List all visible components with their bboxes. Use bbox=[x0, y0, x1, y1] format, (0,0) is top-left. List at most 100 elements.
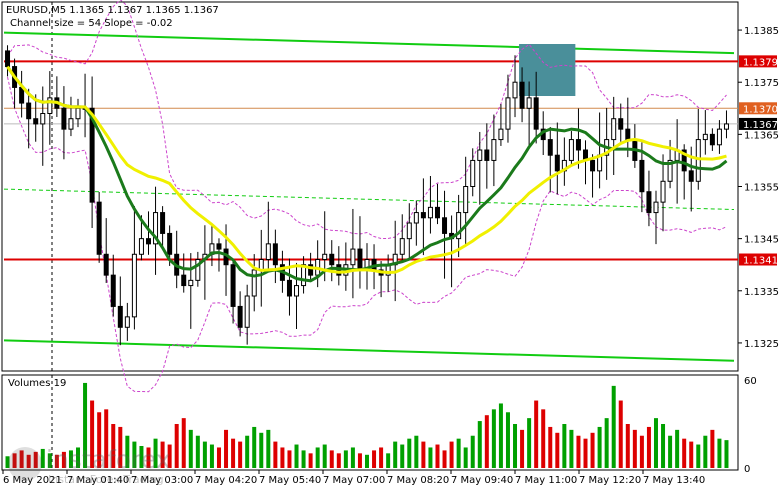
volume-bar bbox=[534, 400, 539, 468]
volume-bar bbox=[329, 450, 334, 468]
x-tick-label-0: 6 May 2021 bbox=[3, 475, 62, 486]
candle-body bbox=[322, 253, 328, 261]
volume-bar bbox=[19, 450, 24, 468]
volume-bar bbox=[259, 432, 264, 468]
candle-body bbox=[406, 222, 412, 240]
volume-bar bbox=[611, 385, 616, 468]
volume-bar bbox=[195, 435, 200, 468]
volume-bar bbox=[653, 418, 658, 468]
candle-body bbox=[456, 212, 462, 240]
volume-bar bbox=[315, 447, 320, 468]
volume-bar bbox=[125, 435, 130, 468]
volume-bar bbox=[12, 453, 17, 468]
candle-body bbox=[681, 149, 687, 172]
candle-body bbox=[265, 243, 271, 261]
volume-bar bbox=[414, 435, 419, 468]
x-tick-label-9: 7 May 12:20 bbox=[579, 475, 641, 486]
candle-body bbox=[181, 274, 187, 287]
candle-body bbox=[434, 206, 440, 219]
y-tick-label-0: 1.1385 bbox=[744, 26, 779, 37]
x-tick-label-7: 7 May 09:40 bbox=[451, 475, 513, 486]
volume-bar bbox=[111, 424, 116, 468]
candle-body bbox=[639, 159, 645, 193]
candle-body bbox=[723, 123, 729, 130]
volume-bar bbox=[407, 438, 412, 468]
y-tick-label-5: 1.1335 bbox=[744, 287, 779, 298]
candle-body bbox=[399, 238, 405, 255]
volume-bar bbox=[717, 438, 722, 468]
candle-body bbox=[230, 264, 236, 307]
y-tick-label-1: 1.1375 bbox=[744, 78, 779, 89]
candle-body bbox=[653, 201, 659, 214]
volume-bar bbox=[188, 429, 193, 468]
candle-body bbox=[484, 149, 490, 161]
volume-bar bbox=[365, 454, 369, 468]
candle-body bbox=[110, 274, 116, 307]
candle-body bbox=[251, 269, 257, 297]
candle-body bbox=[505, 97, 511, 130]
candle-body bbox=[498, 128, 504, 141]
candle-body bbox=[40, 113, 46, 125]
candle-body bbox=[716, 128, 722, 146]
candle-body bbox=[463, 186, 469, 214]
volume-bar bbox=[484, 415, 489, 468]
candle-body bbox=[519, 81, 525, 109]
level-tag-3 bbox=[739, 253, 777, 266]
candle-body bbox=[618, 118, 624, 130]
volume-bar bbox=[83, 382, 88, 468]
candle-body bbox=[286, 279, 292, 297]
candle-body bbox=[153, 212, 159, 245]
candle-body bbox=[427, 206, 433, 219]
volume-bar bbox=[33, 451, 38, 468]
volume-bar bbox=[47, 453, 52, 468]
volume-bar bbox=[238, 441, 243, 468]
chart-title: EURUSD,M5 1.1365 1.1367 1.1365 1.1367 bbox=[6, 5, 219, 16]
x-tick-label-6: 7 May 08:20 bbox=[387, 475, 449, 486]
volume-bar bbox=[40, 448, 45, 468]
candle-body bbox=[89, 107, 95, 203]
volume-bar bbox=[456, 438, 461, 468]
candle-body bbox=[195, 259, 201, 281]
volume-bar bbox=[597, 426, 602, 468]
volume-bar bbox=[703, 435, 708, 468]
candle-body bbox=[103, 253, 109, 276]
volume-bar bbox=[590, 432, 595, 468]
volume-bar bbox=[336, 453, 341, 468]
volume-bar bbox=[167, 444, 172, 468]
x-tick-label-10: 7 May 13:40 bbox=[643, 475, 705, 486]
volume-bar bbox=[54, 454, 59, 468]
channel-info: Channel size = 54 Slope = -0.02 bbox=[10, 18, 173, 29]
x-tick-label-3: 7 May 04:20 bbox=[195, 475, 257, 486]
candle-body bbox=[660, 180, 666, 203]
candle-body bbox=[547, 139, 553, 156]
volume-bar bbox=[202, 441, 207, 468]
volume-bar bbox=[576, 435, 581, 468]
candle-body bbox=[294, 285, 300, 297]
volume-bar bbox=[308, 453, 313, 468]
volume-bar bbox=[153, 438, 158, 468]
candle-body bbox=[160, 212, 166, 234]
candle-body bbox=[477, 149, 483, 161]
volume-panel-frame bbox=[1, 374, 739, 471]
volume-bar bbox=[104, 409, 109, 468]
level-tag-label-0: 1.1379 bbox=[743, 57, 778, 68]
candle-body bbox=[237, 305, 243, 328]
x-tick-label-2: 7 May 03:00 bbox=[131, 475, 193, 486]
volume-bar bbox=[604, 418, 609, 468]
volume-bar bbox=[139, 446, 144, 468]
candle-body bbox=[470, 159, 476, 188]
volume-bar bbox=[280, 447, 285, 468]
volume-bar bbox=[132, 441, 137, 468]
volume-bar bbox=[513, 424, 518, 468]
candle-body bbox=[138, 238, 144, 255]
y-tick-label-6: 1.1325 bbox=[744, 339, 779, 350]
volume-tick-label-1: 0 bbox=[744, 464, 750, 475]
volume-tick-label-0: 60 bbox=[744, 376, 757, 387]
volume-bar bbox=[520, 429, 525, 468]
candle-body bbox=[526, 97, 532, 109]
x-tick-label-1: 7 May 01:40 bbox=[67, 475, 129, 486]
candle-body bbox=[61, 107, 67, 130]
volume-label: Volumes 19 bbox=[8, 378, 66, 389]
volume-bar bbox=[449, 441, 454, 468]
volume-bar bbox=[675, 429, 680, 468]
